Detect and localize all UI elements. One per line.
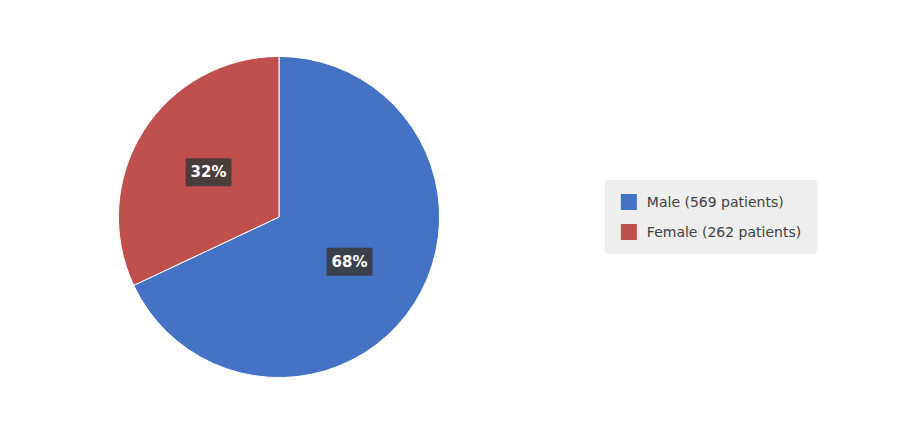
pie — [118, 56, 439, 377]
legend-label: Male (569 patients) — [647, 194, 784, 210]
legend-swatch — [621, 194, 637, 210]
data-labels: 68% 32% — [186, 158, 373, 275]
data-label: 68% — [332, 253, 368, 271]
data-label-box — [186, 158, 232, 186]
legend-swatch — [621, 224, 637, 240]
pie-slice — [118, 56, 279, 285]
legend: Male (569 patients) Female (262 patients) — [605, 180, 817, 254]
legend-background — [605, 180, 817, 254]
chart: 68% 32% Male (569 patients) Female (262 pat… — [0, 0, 900, 434]
data-label-box — [327, 248, 373, 276]
legend-label: Female (262 patients) — [647, 224, 801, 240]
data-label: 32% — [191, 163, 227, 181]
